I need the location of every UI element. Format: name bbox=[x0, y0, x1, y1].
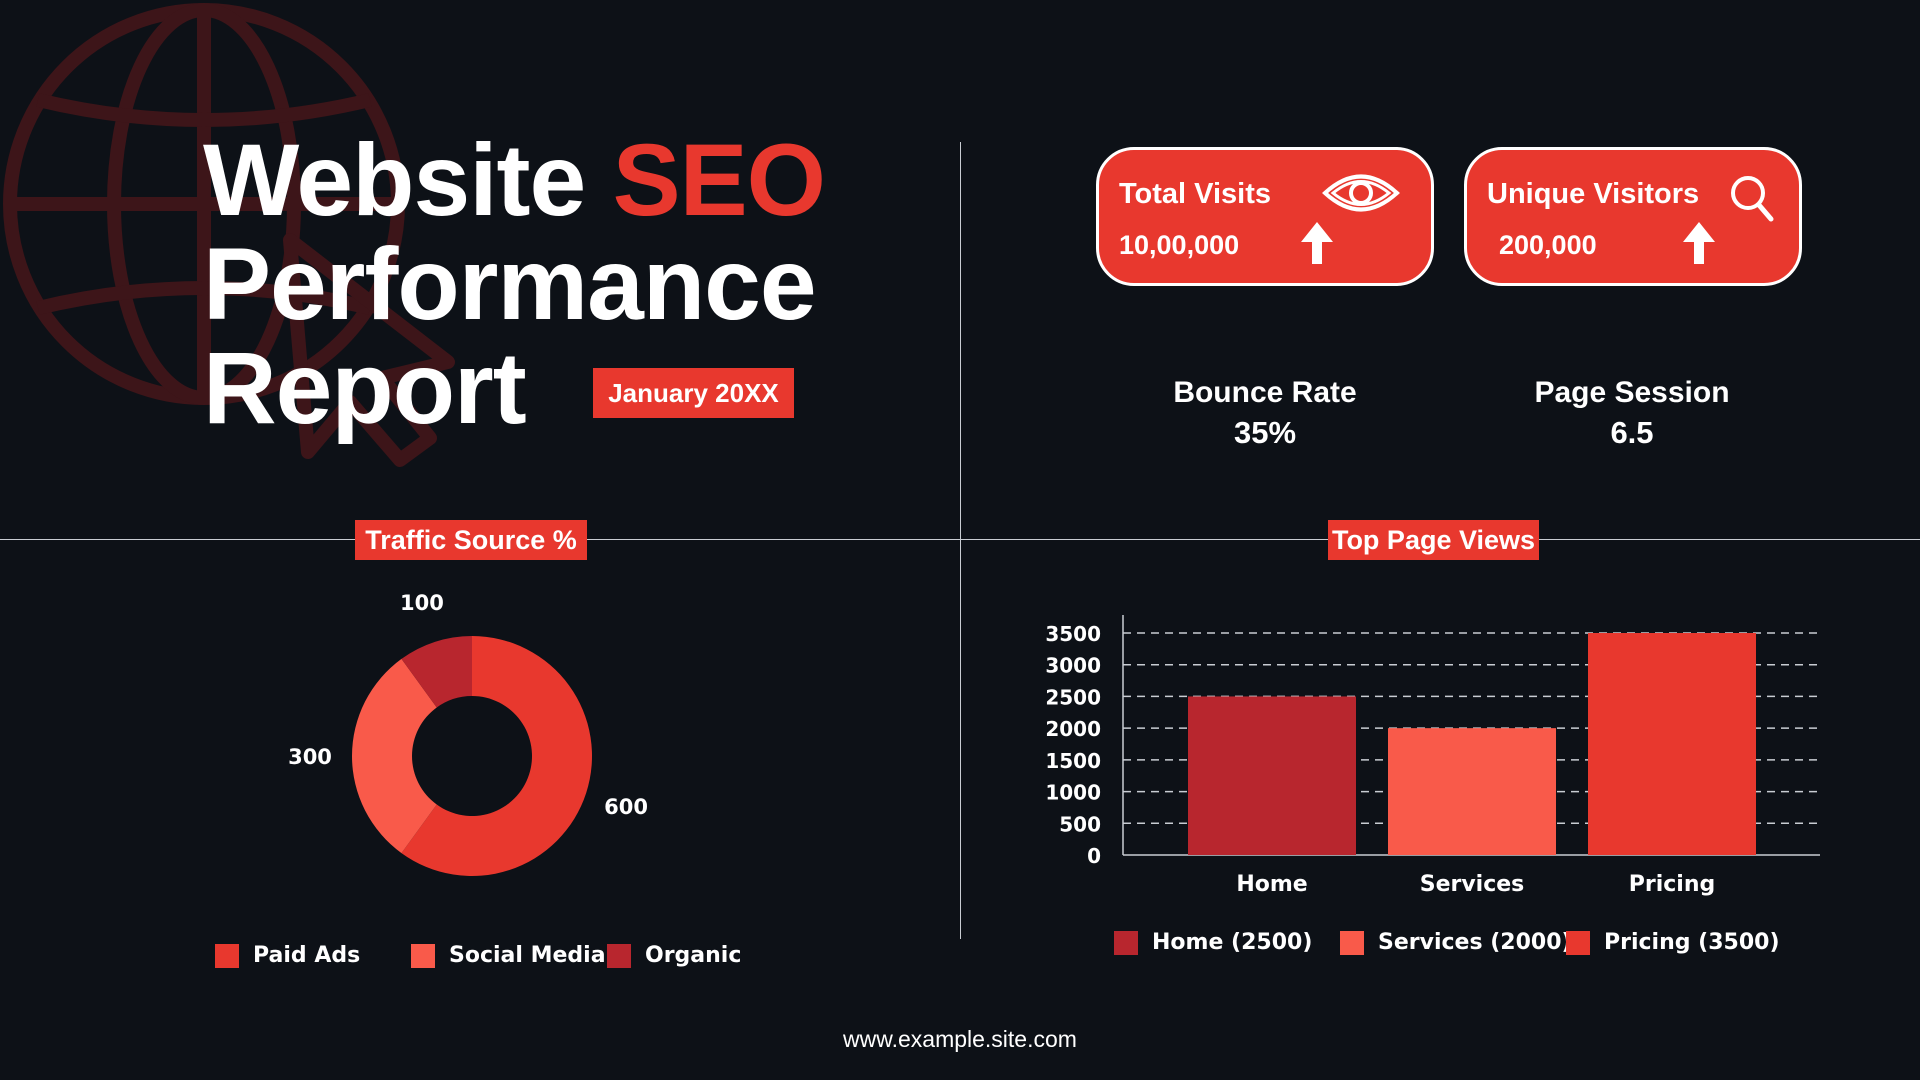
metric-value: 35% bbox=[1233, 415, 1297, 450]
legend-social-media: Social Media bbox=[411, 943, 606, 968]
x-tick-label: Home bbox=[1236, 872, 1307, 897]
card-label: Total Visits bbox=[1119, 178, 1272, 210]
total-visits-card: Total Visits 10,00,000 bbox=[1096, 147, 1434, 286]
metric-value: 6.5 bbox=[1610, 415, 1654, 450]
legend-swatch bbox=[1566, 930, 1590, 955]
donut-slice-paid-ads bbox=[401, 636, 592, 877]
horizontal-divider bbox=[0, 539, 1920, 540]
date-badge: January 20XX bbox=[593, 368, 794, 418]
legend-label: Paid Ads bbox=[253, 943, 361, 968]
traffic-source-title: Traffic Source % bbox=[355, 520, 587, 560]
page-title: Website SEO Performance Report bbox=[203, 128, 826, 445]
legend-label: Pricing (3500) bbox=[1604, 930, 1780, 955]
up-arrow-icon bbox=[1683, 222, 1715, 264]
card-label: Unique Visitors bbox=[1487, 178, 1700, 210]
metric-label: Page Session bbox=[1534, 376, 1730, 409]
title-line-3: Report bbox=[203, 331, 527, 445]
legend-pricing: Pricing (3500) bbox=[1566, 930, 1780, 955]
x-tick-label: Services bbox=[1420, 872, 1525, 897]
donut-data-label: 300 bbox=[288, 745, 332, 769]
y-tick-label: 0 bbox=[1087, 844, 1101, 868]
vertical-divider bbox=[960, 142, 961, 939]
globe-cursor-icon bbox=[3, 3, 455, 467]
donut-data-label: 600 bbox=[604, 795, 648, 819]
traffic-source-donut: 600 300 100 bbox=[288, 591, 648, 877]
y-tick-label: 3000 bbox=[1045, 654, 1101, 678]
y-tick-label: 3500 bbox=[1045, 622, 1101, 646]
legend-swatch bbox=[607, 943, 631, 968]
legend-home: Home (2500) bbox=[1114, 930, 1312, 955]
top-page-views-title: Top Page Views bbox=[1328, 520, 1539, 560]
legend-swatch bbox=[411, 943, 435, 968]
y-tick-label: 1500 bbox=[1045, 749, 1101, 773]
legend-label: Services (2000) bbox=[1378, 930, 1572, 955]
footer-url: www.example.site.com bbox=[843, 1026, 1077, 1052]
card-value: 10,00,000 bbox=[1119, 230, 1240, 260]
legend-organic: Organic bbox=[607, 943, 741, 968]
eye-icon bbox=[1322, 174, 1400, 212]
y-tick-label: 2000 bbox=[1045, 717, 1101, 741]
legend-label: Home (2500) bbox=[1152, 930, 1313, 955]
title-line-2: Performance bbox=[203, 227, 817, 341]
legend-label: Social Media bbox=[449, 943, 606, 968]
top-page-views-bars: 0 500 1000 1500 2000 2500 3000 3500 Home Services… bbox=[1045, 615, 1820, 897]
legend-swatch bbox=[215, 943, 239, 968]
unique-visitors-card: Unique Visitors 200,000 bbox=[1464, 147, 1802, 286]
page-session-metric: Page Session 6.5 bbox=[1482, 373, 1782, 453]
x-tick-label: Pricing bbox=[1629, 872, 1716, 897]
title-white: Website bbox=[203, 123, 613, 237]
y-tick-label: 500 bbox=[1059, 812, 1101, 836]
y-tick-label: 2500 bbox=[1045, 685, 1101, 709]
up-arrow-icon bbox=[1301, 222, 1333, 264]
legend-label: Organic bbox=[645, 943, 742, 968]
title-accent: SEO bbox=[612, 123, 826, 237]
legend-paid-ads: Paid Ads bbox=[215, 943, 360, 968]
metric-label: Bounce Rate bbox=[1173, 376, 1357, 409]
donut-slice-organic bbox=[401, 636, 472, 708]
legend-swatch bbox=[1340, 930, 1364, 955]
bar-home bbox=[1188, 696, 1356, 855]
bar-pricing bbox=[1588, 633, 1756, 855]
card-value: 200,000 bbox=[1499, 230, 1597, 260]
legend-services: Services (2000) bbox=[1340, 930, 1572, 955]
donut-slice-social-media bbox=[351, 658, 437, 854]
bounce-rate-metric: Bounce Rate 35% bbox=[1115, 373, 1415, 453]
y-tick-label: 1000 bbox=[1045, 781, 1101, 805]
search-icon bbox=[1731, 176, 1774, 222]
legend-swatch bbox=[1114, 930, 1138, 955]
bar-services bbox=[1388, 728, 1556, 855]
donut-data-label: 100 bbox=[400, 591, 444, 615]
